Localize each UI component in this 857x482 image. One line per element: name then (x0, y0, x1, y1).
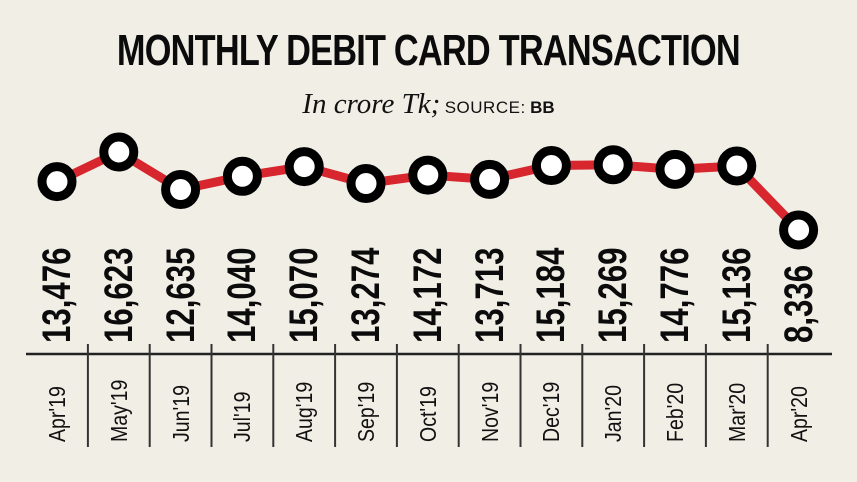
chart-title: MONTHLY DEBIT CARD TRANSACTION (116, 26, 741, 75)
source-value: BB (530, 98, 555, 117)
data-label: 15,136 (714, 247, 759, 343)
data-label: 14,172 (405, 247, 450, 343)
data-point-marker (346, 164, 386, 204)
data-point-marker (593, 145, 633, 185)
data-point-marker (161, 170, 201, 210)
x-axis-label: Jun'19 (167, 384, 194, 442)
data-label: 15,269 (591, 247, 636, 343)
data-point-marker (408, 155, 448, 195)
data-label: 13,713 (467, 247, 512, 343)
data-label: 12,635 (158, 247, 203, 343)
data-point-marker (531, 146, 571, 186)
data-label: 15,070 (282, 247, 327, 343)
x-axis-label: Feb'20 (662, 382, 688, 442)
data-label: 14,776 (653, 247, 697, 343)
data-label: 14,040 (220, 247, 265, 343)
data-point-marker (99, 132, 139, 172)
markers (37, 132, 819, 250)
data-point-marker (655, 149, 695, 189)
x-axis-label: Aug'19 (291, 381, 318, 442)
x-axis-label: Sep'19 (353, 381, 379, 442)
x-axis-label: Oct'19 (414, 386, 441, 442)
data-label: 16,623 (96, 247, 141, 343)
x-axis-label: Mar'20 (723, 382, 750, 442)
data-point-marker (717, 146, 757, 186)
x-axis-ticks (86, 344, 769, 447)
data-point-marker (37, 162, 77, 202)
source-label: SOURCE: (444, 98, 526, 117)
data-label: 13,274 (344, 247, 388, 343)
data-point-marker (222, 156, 262, 196)
data-point-marker (779, 210, 819, 250)
data-label: 8,336 (776, 264, 821, 343)
chart-subtitle: In crore Tk; SOURCE: BB (0, 88, 857, 121)
x-axis-label: Apr'19 (44, 386, 70, 442)
x-axis-label: May'19 (105, 379, 132, 442)
x-axis-label: Nov'19 (476, 381, 503, 442)
x-axis-label: Jul'19 (229, 391, 256, 442)
x-axis-label: Jan'20 (600, 384, 627, 442)
data-point-marker (470, 159, 510, 199)
x-axis-label: Apr'20 (785, 386, 812, 442)
unit-label: In crore Tk; (302, 88, 441, 120)
data-point-marker (284, 147, 324, 187)
x-axis-label: Dec'19 (538, 381, 565, 442)
data-label: 13,476 (35, 247, 79, 343)
data-label: 15,184 (529, 247, 574, 343)
